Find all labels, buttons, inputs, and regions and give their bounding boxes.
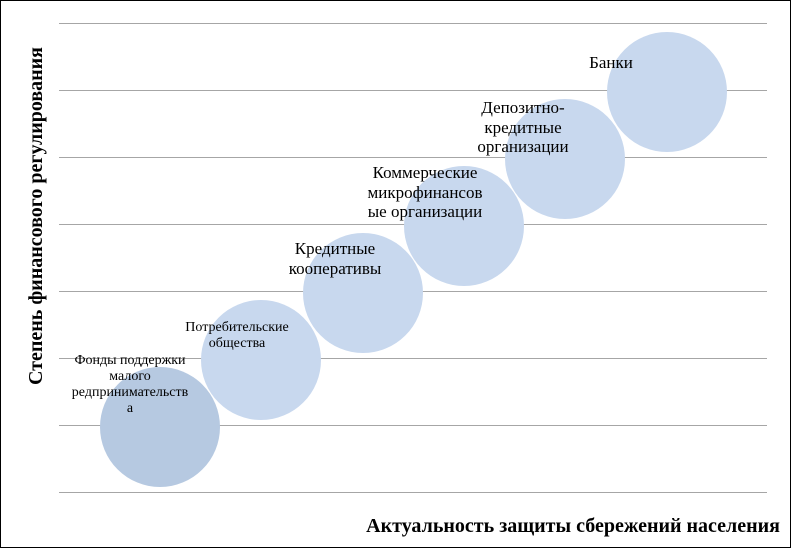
bubble-consumer-societies <box>201 300 321 420</box>
x-axis-label: Актуальность защиты сбережений населения <box>366 515 780 537</box>
bubble-label-consumer-societies: Потребительские общества <box>185 320 289 352</box>
bubble-small-business-funds <box>100 367 220 487</box>
gridline <box>59 358 767 359</box>
gridline <box>59 425 767 426</box>
gridline <box>59 90 767 91</box>
bubble-deposit-credit <box>505 99 625 219</box>
bubble-banks <box>607 32 727 152</box>
bubble-label-credit-cooperatives: Кредитные кооперативы <box>288 239 382 278</box>
bubble-credit-cooperatives <box>303 233 423 353</box>
bubble-label-banks: Банки <box>589 53 633 72</box>
y-axis-label: Степень финансового регулирования <box>25 46 47 386</box>
gridline <box>59 492 767 493</box>
gridline <box>59 23 767 24</box>
bubble-label-deposit-credit: Депозитно- кредитные организации <box>477 98 569 157</box>
bubble-label-small-business-funds: Фонды поддержки малого редпринимательств… <box>71 353 189 417</box>
gridline <box>59 157 767 158</box>
bubble-label-microfinance: Коммерческие микрофинансов ые организаци… <box>367 163 483 222</box>
bubble-microfinance <box>404 166 524 286</box>
